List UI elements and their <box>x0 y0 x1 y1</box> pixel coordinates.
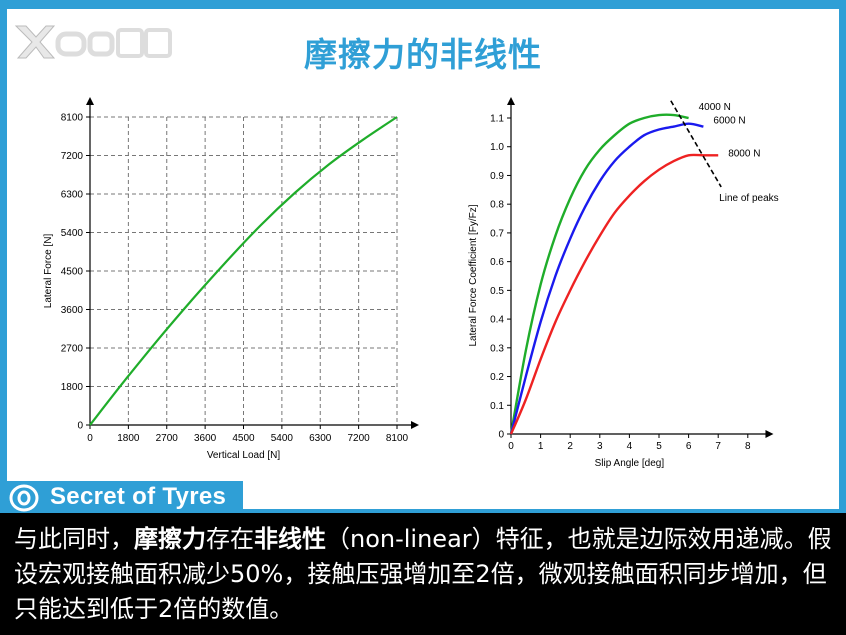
x-tick-label: 7 <box>715 441 721 452</box>
series-line <box>509 153 719 435</box>
y-tick-label: 1800 <box>61 382 84 393</box>
y-axis-label: Lateral Force Coefficient [Fy/Fz] <box>468 204 479 346</box>
caption-segment: 存在 <box>206 525 254 553</box>
x-tick-label: 4 <box>627 441 633 452</box>
y-axis-label: Lateral Force [N] <box>43 234 54 309</box>
x-tick-label: 1 <box>538 441 544 452</box>
series-line <box>509 113 689 435</box>
x-tick-label: 6 <box>686 441 692 452</box>
x-tick-label: 6300 <box>309 433 332 444</box>
y-axis-arrow <box>507 97 515 105</box>
content-panel <box>7 9 839 509</box>
y-tick-label: 0 <box>77 421 83 432</box>
y-tick-label: 4500 <box>61 267 84 278</box>
x-axis-arrow <box>765 430 774 438</box>
lateral-force-chart: 0 1800 2700 3600 4500 5400 6300 7200 8100 0 1800 27… <box>43 97 419 461</box>
series-line <box>509 122 704 435</box>
y-axis-arrow <box>86 97 94 105</box>
y-tick-label: 8100 <box>61 113 84 124</box>
tyre-icon <box>9 484 39 512</box>
y-tick-label: 0.6 <box>490 257 504 268</box>
x-tick-label: 7200 <box>348 433 371 444</box>
y-tick-label: 3600 <box>61 305 84 316</box>
page-title: 摩擦力的非线性 <box>304 35 542 74</box>
series-label: 4000 N <box>699 102 731 113</box>
x-tick-label: 3 <box>597 441 603 452</box>
x-tick-label: 0 <box>508 441 514 452</box>
x-tick-label: 3600 <box>194 433 217 444</box>
x-tick-label: 2 <box>567 441 573 452</box>
y-tick-label: 0.3 <box>490 343 504 354</box>
caption-emphasis: 摩擦力 <box>134 525 206 553</box>
x-tick-label: 2700 <box>156 433 179 444</box>
y-tick-label: 0.7 <box>490 228 504 239</box>
x-axis-label: Slip Angle [deg] <box>595 458 665 469</box>
series-line <box>89 116 398 426</box>
x-tick-label: 8100 <box>386 433 409 444</box>
x-tick-label: 5400 <box>271 433 294 444</box>
caption-segment: （non-linear）特征，也就是边际效用递减。假设宏观接触面积减少50%，接… <box>14 525 832 623</box>
y-tick-label: 0.5 <box>490 286 504 297</box>
y-tick-label: 0.9 <box>490 171 504 182</box>
y-tick-label: 1.0 <box>490 142 504 153</box>
y-tick-label: 1.1 <box>490 114 504 125</box>
x-tick-label: 1800 <box>117 433 140 444</box>
y-tick-label: 0.4 <box>490 315 504 326</box>
x-tick-label: 0 <box>87 433 93 444</box>
y-tick-label: 2700 <box>61 344 84 355</box>
caption-segment: 与此同时， <box>14 525 134 553</box>
brand-name: Secret of Tyres <box>50 483 227 510</box>
series-label: 6000 N <box>713 116 745 127</box>
y-tick-label: 0.1 <box>490 401 504 412</box>
y-tick-label: 5400 <box>61 228 84 239</box>
caption-emphasis: 非线性 <box>254 525 326 553</box>
y-tick-label: 6300 <box>61 190 84 201</box>
watermark-logo <box>14 25 172 59</box>
lateral-coefficient-chart: 0 1 2 3 4 5 6 7 8 0 0.1 0.2 0.3 0.4 0.5 0.6 0.7 0.8 0.9 1.0… <box>468 97 779 469</box>
x-tick-label: 4500 <box>232 433 255 444</box>
line-of-peaks <box>670 100 722 188</box>
y-tick-label: 7200 <box>61 151 84 162</box>
x-tick-label: 5 <box>656 441 662 452</box>
y-tick-label: 0.2 <box>490 372 504 383</box>
caption-text: 与此同时，摩擦力存在非线性（non-linear）特征，也就是边际效用递减。假设… <box>0 513 846 627</box>
y-tick-label: 0.8 <box>490 200 504 211</box>
x-axis-arrow <box>411 421 419 429</box>
annotation-label: Line of peaks <box>719 193 779 204</box>
brand-banner: Secret of Tyres <box>0 481 243 514</box>
caption-box: 与此同时，摩擦力存在非线性（non-linear）特征，也就是边际效用递减。假设… <box>0 513 846 635</box>
y-tick-label: 0 <box>498 430 504 441</box>
series-label: 8000 N <box>728 148 760 159</box>
x-axis-label: Vertical Load [N] <box>207 450 281 461</box>
x-tick-label: 8 <box>745 441 751 452</box>
